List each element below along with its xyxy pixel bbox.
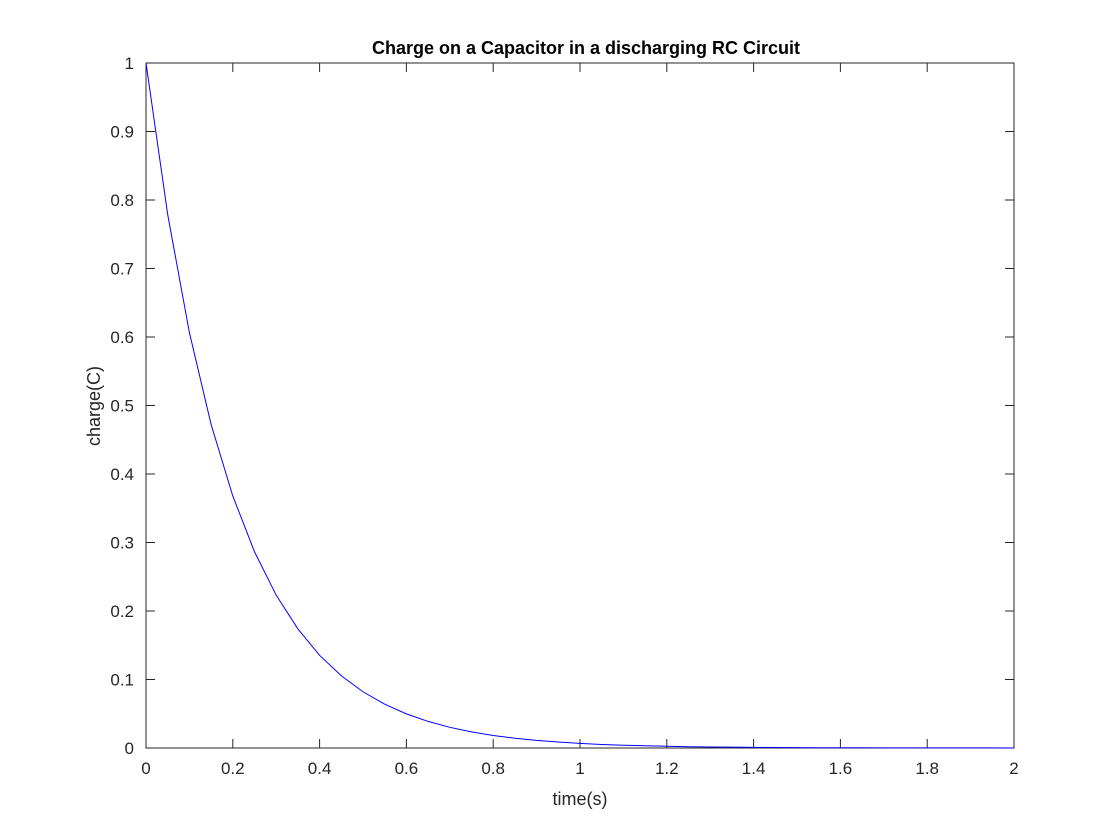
axes-box <box>145 62 1015 749</box>
x-tick-label: 0 <box>141 759 150 778</box>
x-axis-label: time(s) <box>553 789 608 809</box>
chart-title: Charge on a Capacitor in a discharging R… <box>372 38 800 58</box>
y-tick-label: 0.3 <box>110 534 134 553</box>
x-tick-label: 0.4 <box>308 759 332 778</box>
y-tick-label: 0.7 <box>110 260 134 279</box>
y-axis-label: charge(C) <box>84 366 104 446</box>
x-tick-label: 1.4 <box>742 759 766 778</box>
y-tick-label: 0.4 <box>110 465 134 484</box>
x-tick-label: 1.8 <box>915 759 939 778</box>
x-tick-label: 0.8 <box>481 759 505 778</box>
plot-area: 0 0.2 0.4 0.6 0.8 1 1.2 1.4 1.6 1.8 2 0 0.1 0.2 0.3 0.4… <box>110 54 1018 778</box>
x-tick-label: 2 <box>1009 759 1018 778</box>
x-tick-label: 1.2 <box>655 759 679 778</box>
y-tick-label: 1 <box>125 54 134 73</box>
y-tick-label: 0.6 <box>110 328 134 347</box>
x-tick-label: 1 <box>575 759 584 778</box>
series-line <box>145 62 1015 749</box>
y-tick-label: 0.8 <box>110 191 134 210</box>
y-tick-label: 0.2 <box>110 602 134 621</box>
x-tick-label: 0.2 <box>221 759 245 778</box>
y-tick-label: 0.9 <box>110 123 134 142</box>
y-tick-label: 0.1 <box>110 671 134 690</box>
y-tick-label: 0 <box>125 739 134 758</box>
y-tick-label: 0.5 <box>110 397 134 416</box>
x-tick-label: 1.6 <box>829 759 853 778</box>
x-tick-label: 0.6 <box>395 759 419 778</box>
